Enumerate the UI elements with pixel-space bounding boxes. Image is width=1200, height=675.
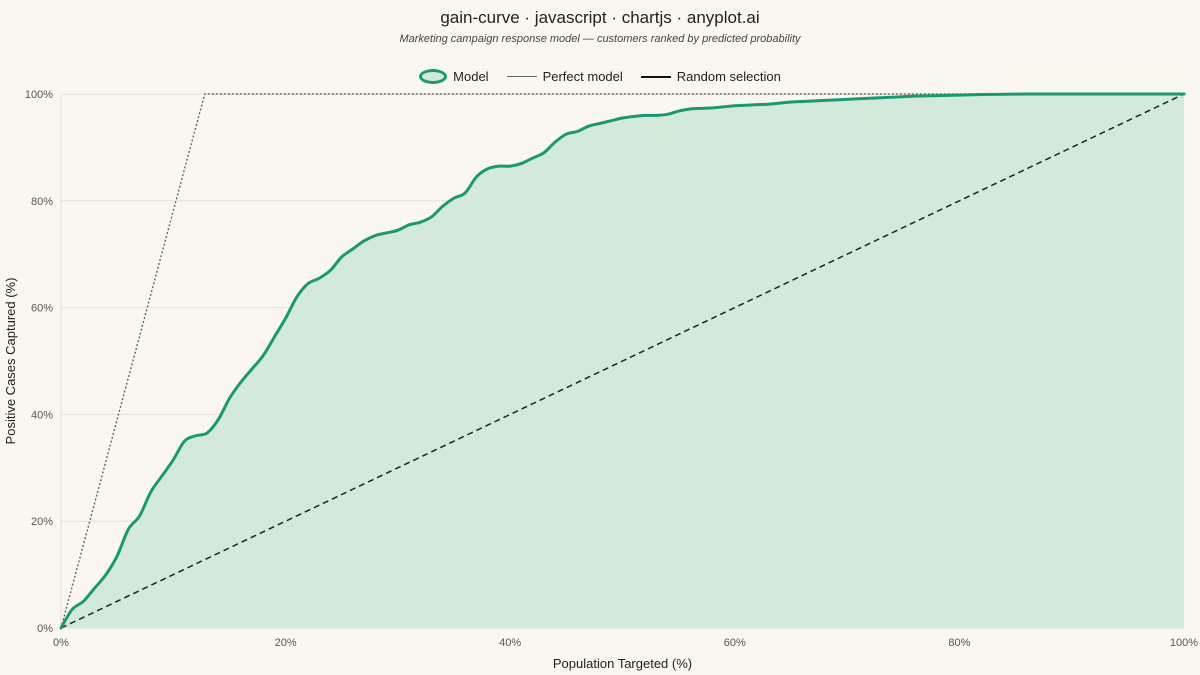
y-tick-label: 80%: [31, 196, 53, 208]
legend-item-random[interactable]: Random selection: [640, 69, 781, 84]
y-axis-title: Positive Cases Captured (%): [3, 278, 18, 445]
model-swatch-icon: [419, 69, 448, 84]
model-gain-line: [59, 92, 1186, 630]
x-tick-label: 40%: [499, 637, 521, 649]
legend-label-random: Random selection: [676, 69, 781, 84]
x-tick-label: 0%: [53, 637, 69, 649]
x-tick-label: 20%: [275, 637, 297, 649]
legend-label-model: Model: [453, 69, 489, 84]
chart-subtitle: Marketing campaign response model — cust…: [399, 33, 801, 45]
y-tick-label: 100%: [25, 89, 53, 101]
x-tick-label: 100%: [1170, 637, 1198, 649]
perfect-model-line: [60, 93, 1184, 629]
y-tick-label: 0%: [37, 623, 53, 635]
chart-title: gain-curve · javascript · chartjs · anyp…: [440, 8, 760, 27]
y-tick-label: 40%: [31, 409, 53, 421]
random-selection-line: [60, 93, 1185, 629]
y-tick-label: 60%: [31, 303, 53, 315]
random-line-swatch-icon: [640, 75, 671, 78]
legend-label-perfect: Perfect model: [542, 69, 623, 84]
perfect-line-swatch-icon: [506, 76, 537, 77]
x-tick-label: 60%: [724, 637, 746, 649]
x-tick-label: 80%: [948, 637, 970, 649]
legend-item-perfect[interactable]: Perfect model: [506, 69, 623, 84]
y-tick-label: 20%: [31, 516, 53, 528]
legend: Model Perfect model Random selection: [0, 69, 1200, 84]
x-axis-title: Population Targeted (%): [553, 656, 692, 671]
legend-item-model[interactable]: Model: [419, 69, 489, 84]
